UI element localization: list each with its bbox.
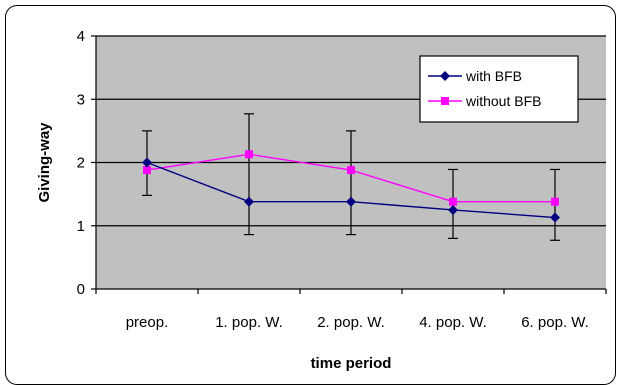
legend-label: with BFB	[465, 68, 522, 84]
y-tick-label: 4	[77, 28, 85, 45]
tick-labels: 0 1 2 3 4 preop. 1. pop. W. 2. pop. W. 4. pop. W…	[77, 28, 589, 331]
data-point-without-bfb	[245, 150, 253, 159]
data-point-without-bfb	[551, 197, 559, 206]
legend-box	[419, 55, 579, 123]
legend-label: without BFB	[465, 93, 541, 109]
data-point-without-bfb	[143, 166, 151, 175]
x-tick-label: preop.	[126, 314, 169, 331]
legend-marker	[441, 97, 449, 105]
y-axis-title: Giving-way	[36, 122, 53, 203]
x-axis-title: time period	[311, 355, 392, 372]
legend: with BFB without BFB	[419, 55, 579, 123]
data-point-without-bfb	[347, 166, 355, 175]
y-tick-label: 2	[77, 155, 85, 172]
y-tick-label: 1	[77, 218, 85, 235]
data-point-without-bfb	[449, 197, 457, 206]
data-point-with-bfb	[142, 157, 152, 168]
x-tick-label: 2. pop. W.	[317, 314, 385, 331]
data-point-with-bfb	[550, 212, 560, 223]
data-point-with-bfb	[448, 204, 458, 215]
y-tick-label: 0	[77, 281, 85, 298]
legend-marker	[440, 71, 450, 81]
x-tick-label: 6. pop. W.	[521, 314, 589, 331]
series-group	[142, 150, 560, 223]
data-point-with-bfb	[244, 196, 254, 207]
x-tick-label: 1. pop. W.	[215, 314, 283, 331]
axes	[91, 35, 607, 294]
line-chart: 0 1 2 3 4 preop. 1. pop. W. 2. pop. W. 4. pop. W…	[36, 28, 607, 372]
x-tick-label: 4. pop. W.	[419, 314, 487, 331]
y-tick-label: 3	[77, 91, 85, 108]
data-point-with-bfb	[346, 196, 356, 207]
